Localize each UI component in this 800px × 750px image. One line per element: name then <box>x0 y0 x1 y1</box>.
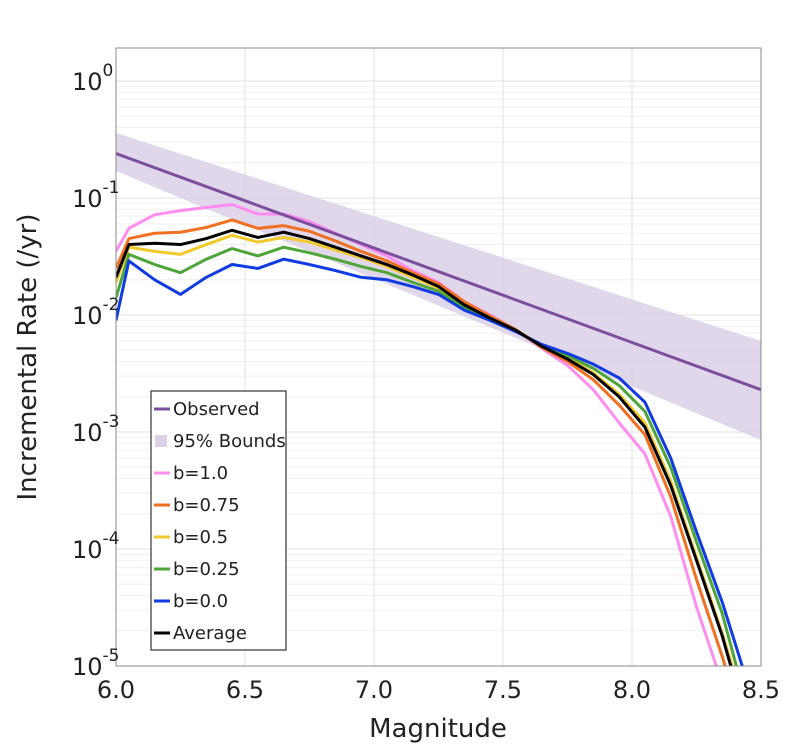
legend-label: b=0.5 <box>173 527 228 548</box>
legend-label: 95% Bounds <box>173 431 286 452</box>
series-line-average <box>116 228 733 666</box>
series-line-b-0-5 <box>116 233 734 666</box>
legend-label: b=0.25 <box>173 559 240 580</box>
x-axis-ticks: 6.0 6.5 7.0 7.5 8.0 8.5 <box>97 676 780 704</box>
legend-swatch-patch <box>155 435 167 447</box>
x-tick-label: 8.5 <box>742 676 780 704</box>
legend-label: b=0.0 <box>173 591 228 612</box>
x-axis-title: Magnitude <box>369 714 507 744</box>
legend-label: b=0.75 <box>173 495 240 516</box>
x-tick-label: 7.0 <box>355 676 393 704</box>
legend-box <box>150 390 287 651</box>
y-axis-title: Incremental Rate (/yr) <box>13 214 43 501</box>
legend-label: b=1.0 <box>173 463 228 484</box>
series-line-b-0-25 <box>116 245 738 666</box>
legend-label: Average <box>173 623 247 644</box>
x-tick-label: 7.5 <box>484 676 522 704</box>
x-tick-label: 6.5 <box>226 676 264 704</box>
series-line-b-0-0 <box>116 257 744 666</box>
plot-frame <box>115 47 762 667</box>
series-line-b-1-0 <box>116 202 718 666</box>
series-line-b-0-75 <box>116 218 727 666</box>
series-line-observed <box>116 152 761 392</box>
x-tick-label: 6.0 <box>97 676 135 704</box>
legend: Observed 95% Bounds b=1.0 b=0.75 b=0.5 b=0.25… <box>150 390 287 651</box>
series-layer <box>116 152 761 666</box>
x-tick-label: 8.0 <box>613 676 651 704</box>
legend-label: Observed <box>173 399 260 420</box>
